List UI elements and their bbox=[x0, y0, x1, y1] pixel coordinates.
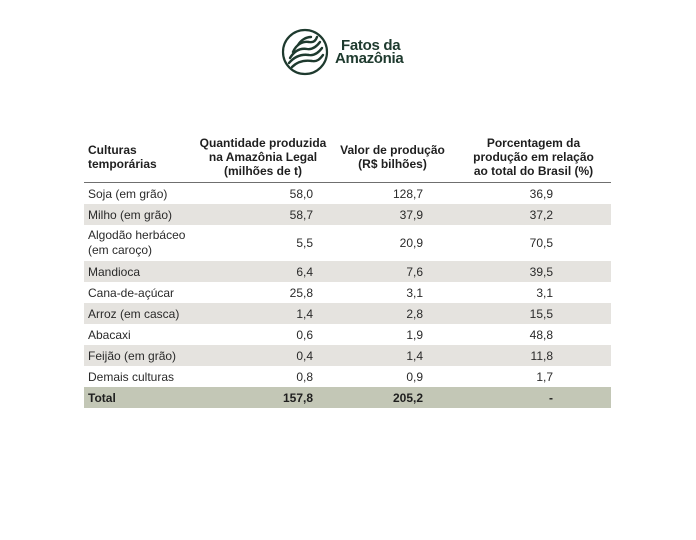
table-row: Soja (em grão) 58,0 128,7 36,9 bbox=[84, 183, 611, 205]
table-total-row: Total 157,8 205,2 - bbox=[84, 387, 611, 408]
cell-percent: 70,5 bbox=[529, 235, 553, 250]
cell-value: 1,9 bbox=[406, 327, 423, 342]
cell-quantity: 58,0 bbox=[289, 186, 313, 201]
cell-value: 1,4 bbox=[329, 345, 456, 366]
cell-value: 0,9 bbox=[406, 369, 423, 384]
crops-table-container: Culturas temporárias Quantidade produzida… bbox=[84, 131, 611, 408]
table-row: Feijão (em grão) 0,4 1,4 11,8 bbox=[84, 345, 611, 366]
cell-percent: 15,5 bbox=[456, 303, 611, 324]
crop-name-line: Cana-de-açúcar bbox=[88, 285, 175, 300]
crop-name-line: Mandioca bbox=[88, 264, 141, 279]
cell-value: 128,7 bbox=[392, 186, 423, 201]
table-row: Cana-de-açúcar 25,8 3,1 3,1 bbox=[84, 282, 611, 303]
table-row: Mandioca 6,4 7,6 39,5 bbox=[84, 261, 611, 282]
logo-line-2: Amazônia bbox=[335, 50, 404, 67]
total-label: Total bbox=[84, 387, 197, 408]
cell-quantity: 6,4 bbox=[197, 261, 329, 282]
cell-percent: 48,8 bbox=[529, 327, 553, 342]
cell-percent: 11,8 bbox=[456, 345, 611, 366]
table-row: Demais culturas 0,8 0,9 1,7 bbox=[84, 366, 611, 387]
total-percent: - bbox=[456, 387, 611, 408]
crop-name-line: Algodão herbáceo bbox=[88, 228, 186, 242]
cell-crop: Milho (em grão) bbox=[84, 204, 197, 225]
cell-value: 7,6 bbox=[329, 261, 456, 282]
total-value: 205,2 bbox=[329, 387, 456, 408]
logo: Fatos da Amazônia bbox=[281, 28, 404, 76]
header-value: Valor de produção (R$ bilhões) bbox=[329, 131, 456, 183]
cell-quantity: 0,4 bbox=[197, 345, 329, 366]
total-quantity: 157,8 bbox=[197, 387, 329, 408]
crop-name-line: (em caroço) bbox=[88, 243, 153, 257]
cell-crop: Algodão herbáceo (em caroço) bbox=[84, 225, 197, 261]
cell-quantity: 1,4 bbox=[197, 303, 329, 324]
header-quantity: Quantidade produzida na Amazônia Legal (mi… bbox=[197, 131, 329, 183]
cell-crop: Abacaxi bbox=[84, 324, 197, 345]
cell-crop: Mandioca bbox=[84, 261, 197, 282]
cell-value: 3,1 bbox=[406, 285, 423, 300]
cell-percent: 3,1 bbox=[536, 285, 553, 300]
logo-line-1: Fatos da bbox=[341, 37, 401, 54]
crop-name-line: Arroz (em casca) bbox=[88, 306, 180, 321]
cell-crop: Soja (em grão) bbox=[84, 183, 197, 205]
logo-emblem-icon bbox=[281, 28, 329, 76]
crop-name-line: Abacaxi bbox=[88, 327, 131, 342]
crop-name-line: Demais culturas bbox=[88, 369, 175, 384]
cell-quantity: 0,6 bbox=[296, 327, 313, 342]
cell-percent: 37,2 bbox=[456, 204, 611, 225]
cell-percent: 1,7 bbox=[536, 369, 553, 384]
cell-quantity: 25,8 bbox=[289, 285, 313, 300]
header-percent: Porcentagem da produção em relação ao tota… bbox=[456, 131, 611, 183]
table-header-row: Culturas temporárias Quantidade produzida… bbox=[84, 131, 611, 183]
table-row: Arroz (em casca) 1,4 2,8 15,5 bbox=[84, 303, 611, 324]
cell-crop: Cana-de-açúcar bbox=[84, 282, 197, 303]
crops-table: Culturas temporárias Quantidade produzida… bbox=[84, 131, 611, 408]
header-crops: Culturas temporárias bbox=[84, 131, 197, 183]
cell-crop: Arroz (em casca) bbox=[84, 303, 197, 324]
cell-percent: 36,9 bbox=[529, 186, 553, 201]
cell-quantity: 58,7 bbox=[197, 204, 329, 225]
cell-value: 2,8 bbox=[329, 303, 456, 324]
table-row: Milho (em grão) 58,7 37,9 37,2 bbox=[84, 204, 611, 225]
cell-value: 20,9 bbox=[399, 235, 423, 250]
crop-name-line: Soja (em grão) bbox=[88, 186, 168, 201]
crop-name-line: Milho (em grão) bbox=[88, 207, 173, 222]
cell-value: 37,9 bbox=[329, 204, 456, 225]
cell-percent: 39,5 bbox=[456, 261, 611, 282]
cell-crop: Feijão (em grão) bbox=[84, 345, 197, 366]
crop-name-line: Feijão (em grão) bbox=[88, 348, 177, 363]
table-row: Algodão herbáceo (em caroço) 5,5 20,9 70,5 bbox=[84, 225, 611, 261]
table-row: Abacaxi 0,6 1,9 48,8 bbox=[84, 324, 611, 345]
logo-wordmark: Fatos da Amazônia bbox=[335, 37, 404, 67]
cell-crop: Demais culturas bbox=[84, 366, 197, 387]
cell-quantity: 5,5 bbox=[296, 235, 313, 250]
table-body: Soja (em grão) 58,0 128,7 36,9 Milho (em grã… bbox=[84, 183, 611, 408]
cell-quantity: 0,8 bbox=[296, 369, 313, 384]
